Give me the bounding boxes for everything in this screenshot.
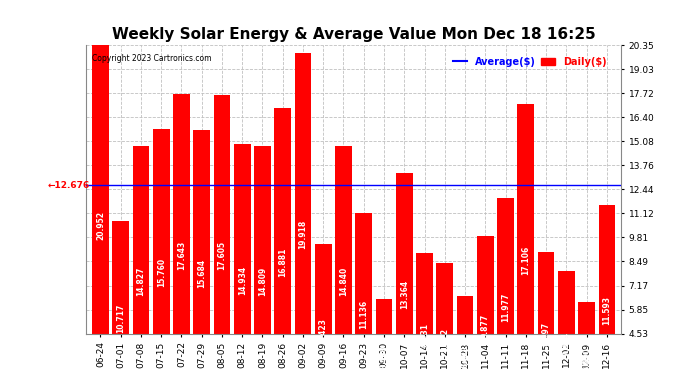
Bar (92, 34, 109, 375)
Bar (477, 236, 493, 375)
Bar (497, 198, 514, 375)
Bar (396, 172, 413, 375)
Bar (558, 272, 575, 375)
Text: 17.643: 17.643 (177, 241, 186, 270)
Text: 7.944: 7.944 (562, 332, 571, 356)
Bar (295, 53, 311, 375)
Text: 14.809: 14.809 (258, 267, 267, 296)
Text: 6.460: 6.460 (380, 345, 388, 369)
Text: 11.136: 11.136 (359, 300, 368, 329)
Bar (214, 95, 230, 375)
Text: 13.364: 13.364 (400, 280, 408, 309)
Text: 14.827: 14.827 (137, 266, 146, 296)
Text: 6.290: 6.290 (582, 347, 591, 371)
Text: 17.106: 17.106 (522, 246, 531, 275)
Bar (112, 221, 129, 375)
Bar (518, 104, 534, 375)
Bar (375, 298, 393, 375)
Bar (153, 129, 170, 375)
Bar (598, 205, 615, 375)
Text: 6.611: 6.611 (460, 344, 469, 368)
Bar (132, 146, 149, 375)
Bar (538, 252, 554, 375)
Text: 11.593: 11.593 (602, 296, 611, 325)
Bar (578, 302, 595, 375)
Bar (335, 146, 352, 375)
Bar (234, 144, 250, 375)
Text: 9.877: 9.877 (481, 314, 490, 338)
Text: Copyright 2023 Cartronics.com: Copyright 2023 Cartronics.com (92, 54, 211, 63)
Text: 8.422: 8.422 (440, 328, 449, 352)
Text: 9.423: 9.423 (319, 318, 328, 342)
Text: 10.717: 10.717 (116, 304, 125, 333)
Bar (254, 146, 270, 375)
Bar (315, 244, 332, 375)
Text: 11.977: 11.977 (501, 292, 510, 322)
Text: 14.840: 14.840 (339, 266, 348, 296)
Text: 19.918: 19.918 (299, 220, 308, 249)
Text: 17.605: 17.605 (217, 241, 226, 270)
Text: ←12.676: ←12.676 (48, 181, 90, 190)
Text: 8.997: 8.997 (542, 322, 551, 346)
Bar (275, 108, 291, 375)
Text: 16.881: 16.881 (278, 248, 287, 277)
Title: Weekly Solar Energy & Average Value Mon Dec 18 16:25: Weekly Solar Energy & Average Value Mon … (112, 27, 595, 42)
Text: 15.760: 15.760 (157, 258, 166, 287)
Bar (416, 254, 433, 375)
Bar (173, 94, 190, 375)
Text: 8.931: 8.931 (420, 323, 429, 347)
Text: 14.934: 14.934 (238, 266, 247, 295)
Bar (355, 213, 372, 375)
Legend: Average($), Daily($): Average($), Daily($) (449, 53, 611, 70)
Bar (193, 130, 210, 375)
Text: 20.952: 20.952 (96, 211, 105, 240)
Bar (437, 263, 453, 375)
Text: 15.684: 15.684 (197, 259, 206, 288)
Bar (457, 296, 473, 375)
